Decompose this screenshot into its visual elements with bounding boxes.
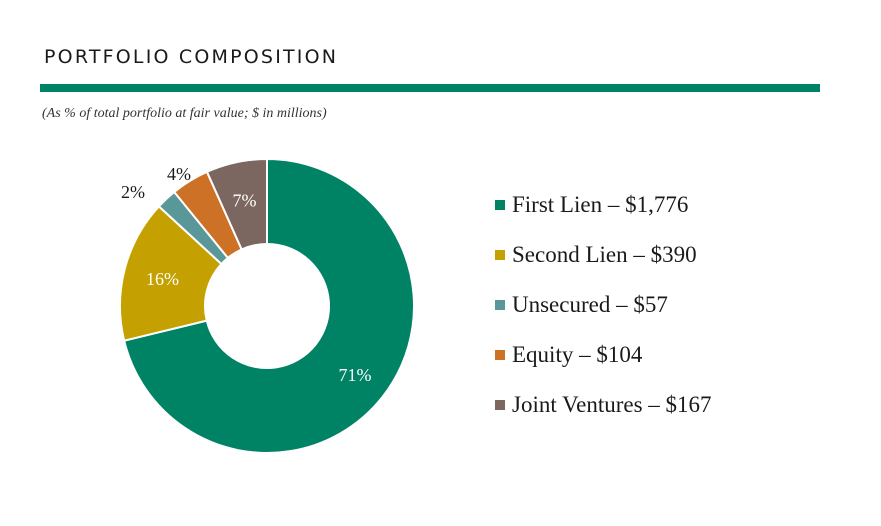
legend-item: Unsecured – $57 — [495, 280, 712, 330]
page-title: PORTFOLIO COMPOSITION — [44, 46, 339, 68]
donut-slice — [205, 157, 268, 251]
slice-percent-label: 16% — [146, 269, 179, 289]
chart-subtitle: (As % of total portfolio at fair value; … — [42, 106, 327, 121]
legend-swatch — [495, 200, 505, 210]
legend-item: Joint Ventures – $167 — [495, 380, 712, 430]
chart-legend: First Lien – $1,776 Second Lien – $390 Uns… — [495, 180, 712, 430]
legend-swatch — [495, 400, 505, 410]
slice-percent-label: 2% — [121, 182, 145, 202]
legend-label: Second Lien – $390 — [512, 242, 697, 267]
legend-label: Joint Ventures – $167 — [512, 392, 712, 417]
donut-slice — [122, 157, 415, 454]
title-rule — [40, 84, 820, 92]
legend-item: Second Lien – $390 — [495, 230, 712, 280]
legend-label: Equity – $104 — [512, 342, 643, 367]
slice-percent-label: 7% — [232, 190, 256, 210]
legend-swatch — [495, 350, 505, 360]
legend-item: First Lien – $1,776 — [495, 180, 712, 230]
legend-swatch — [495, 250, 505, 260]
legend-label: Unsecured – $57 — [512, 292, 668, 317]
donut-slice — [119, 204, 223, 342]
slice-percent-label: 4% — [167, 164, 191, 184]
legend-label: First Lien – $1,776 — [512, 192, 689, 217]
slice-percent-label: 71% — [339, 365, 372, 385]
legend-swatch — [495, 300, 505, 310]
legend-item: Equity – $104 — [495, 330, 712, 380]
